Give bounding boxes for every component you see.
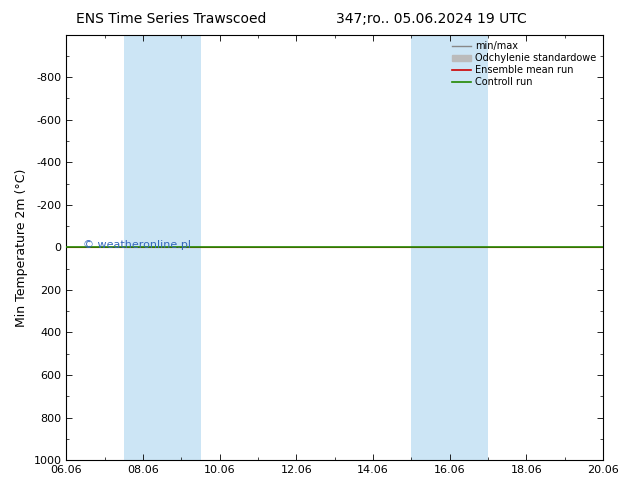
Text: 347;ro.. 05.06.2024 19 UTC: 347;ro.. 05.06.2024 19 UTC — [336, 12, 526, 26]
Legend: min/max, Odchylenie standardowe, Ensemble mean run, Controll run: min/max, Odchylenie standardowe, Ensembl… — [450, 40, 598, 89]
Y-axis label: Min Temperature 2m (°C): Min Temperature 2m (°C) — [15, 168, 28, 326]
Text: ENS Time Series Trawscoed: ENS Time Series Trawscoed — [76, 12, 266, 26]
Text: © weatheronline.pl: © weatheronline.pl — [82, 240, 191, 250]
Bar — [450, 35, 488, 460]
Bar — [124, 35, 162, 460]
Bar — [162, 35, 200, 460]
Bar — [411, 35, 450, 460]
